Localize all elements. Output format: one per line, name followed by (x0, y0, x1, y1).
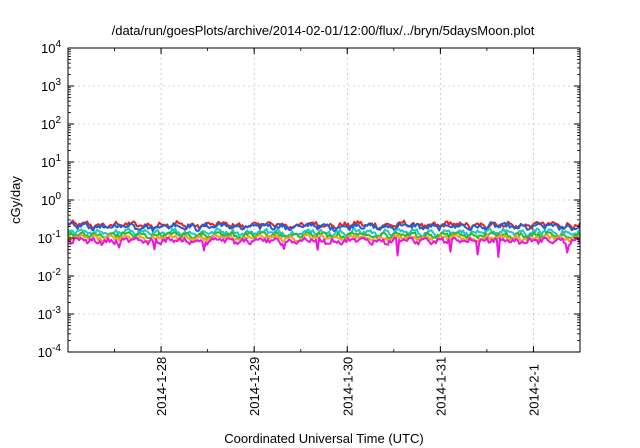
series-line (67, 237, 581, 258)
series-group (67, 219, 581, 258)
y-tick-label: 10-4 (38, 343, 62, 360)
y-tick-label: 100 (41, 191, 61, 208)
y-tick-label: 104 (41, 39, 61, 56)
x-tick-label: 2014-1-28 (154, 357, 169, 416)
y-tick-label: 102 (41, 115, 61, 132)
x-axis-label: Coordinated Universal Time (UTC) (224, 431, 423, 446)
y-tick-label: 101 (41, 153, 61, 170)
x-tick-label: 2014-1-31 (433, 357, 448, 416)
y-axis: 10-4 10-3 10-2 10-1 100 101 102 103 104 (38, 39, 580, 360)
y-tick-label: 10-3 (38, 305, 62, 322)
x-tick-label: 2014-2-1 (526, 364, 541, 416)
series-line (67, 231, 581, 239)
grid (68, 48, 580, 352)
y-axis-label: cGy/day (8, 176, 23, 224)
y-tick-label: 10-2 (38, 267, 62, 284)
chart-title: /data/run/goesPlots/archive/2014-02-01/1… (112, 23, 535, 38)
series-line (67, 221, 581, 233)
y-tick-label: 103 (41, 77, 61, 94)
x-tick-label: 2014-1-29 (247, 357, 262, 416)
x-tick-label: 2014-1-30 (340, 357, 355, 416)
y-tick-label: 10-1 (38, 229, 62, 246)
x-axis: 2014-1-28 2014-1-29 2014-1-30 2014-1-31 2014… (67, 48, 581, 416)
